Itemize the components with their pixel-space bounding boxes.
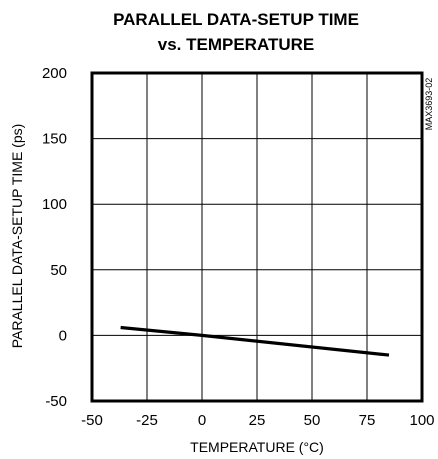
grid [92, 73, 422, 401]
x-tick-label: 25 [249, 412, 266, 429]
x-tick-labels: -50 -25 0 25 50 75 100 [81, 412, 434, 429]
x-tick-label: 100 [409, 412, 434, 429]
y-tick-label: 0 [59, 327, 67, 344]
y-tick-label: 100 [42, 196, 67, 213]
series-layer [120, 325, 390, 357]
x-tick-label: 75 [359, 412, 376, 429]
y-tick-labels: -50 0 50 100 150 200 [42, 65, 67, 410]
chart-title-line2: vs. TEMPERATURE [158, 35, 315, 54]
chart-title-line1: PARALLEL DATA-SETUP TIME [113, 10, 359, 29]
x-tick-label: 50 [304, 412, 321, 429]
x-tick-label: -25 [136, 412, 158, 429]
chart-code: MAX3693-02 [424, 78, 434, 131]
y-tick-label: -50 [45, 393, 67, 410]
y-tick-label: 150 [42, 131, 67, 148]
x-tick-label: -50 [81, 412, 103, 429]
x-tick-label: 0 [198, 412, 206, 429]
series-line [120, 325, 390, 357]
y-tick-label: 200 [42, 65, 67, 82]
y-tick-label: 50 [50, 262, 67, 279]
plot-frame [90, 71, 424, 403]
y-axis-label: PARALLEL DATA-SETUP TIME (ps) [9, 124, 25, 349]
x-axis-label: TEMPERATURE (°C) [190, 439, 324, 455]
